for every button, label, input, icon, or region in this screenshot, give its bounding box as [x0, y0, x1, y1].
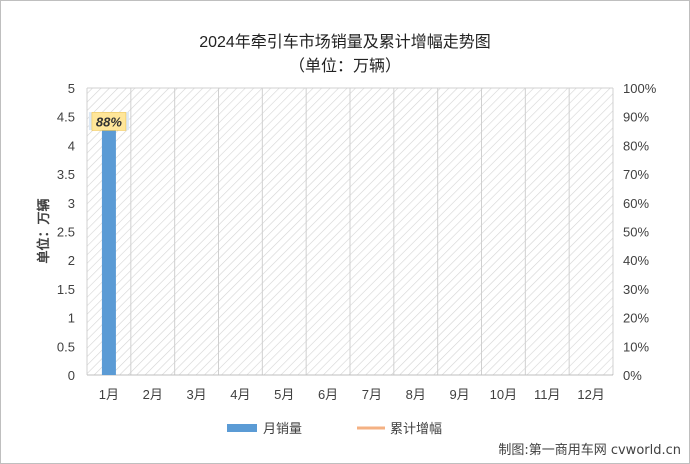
x-tick-label: 6月 [318, 387, 338, 402]
x-axis-ticks: 1月 2月 3月 4月 5月 6月 7月 8月 9月 10月 11月 12月 [99, 387, 605, 402]
x-tick-label: 9月 [449, 387, 469, 402]
y2-tick-label: 70% [623, 167, 649, 182]
y2-tick-label: 10% [623, 339, 649, 354]
y-tick-label: 5 [68, 81, 75, 96]
x-tick-label: 12月 [577, 387, 604, 402]
x-tick-label: 2月 [143, 387, 163, 402]
y2-tick-label: 50% [623, 225, 649, 240]
legend-label-line: 累计增幅 [390, 422, 442, 437]
x-tick-label: 11月 [534, 387, 561, 402]
x-tick-label: 5月 [274, 387, 294, 402]
bar-1月 [101, 112, 116, 375]
y-tick-label: 4.5 [57, 110, 75, 125]
y2-tick-label: 40% [623, 253, 649, 268]
y-tick-label: 3 [68, 196, 75, 211]
bar-series [101, 112, 116, 375]
y2-tick-label: 0% [623, 368, 642, 383]
y-tick-label: 3.5 [57, 167, 75, 182]
y2-tick-label: 100% [623, 81, 657, 96]
y2-axis-ticks: 0% 10% 20% 30% 40% 50% 60% 70% 80% 90% 100% [623, 81, 657, 383]
legend-label-bar: 月销量 [263, 422, 302, 437]
x-tick-label: 7月 [362, 387, 382, 402]
y2-tick-label: 30% [623, 282, 649, 297]
x-tick-label: 10月 [490, 387, 517, 402]
x-tick-label: 4月 [230, 387, 250, 402]
y2-tick-label: 60% [623, 196, 649, 211]
y-tick-label: 1.5 [57, 282, 75, 297]
line-label-box [91, 112, 127, 131]
legend-swatch-bar [227, 424, 257, 432]
x-tick-label: 3月 [186, 387, 206, 402]
chart-title: 2024年牵引车市场销量及累计增幅走势图 [199, 34, 491, 51]
x-tick-label: 8月 [406, 387, 426, 402]
y2-tick-label: 20% [623, 311, 649, 326]
legend: 月销量 累计增幅 [227, 422, 442, 437]
y-axis-ticks: 0 0.5 1 1.5 2 2.5 3 3.5 4 4.5 5 [57, 81, 75, 383]
y-tick-label: 0.5 [57, 339, 75, 354]
data-labels: 4.5888% [88, 112, 129, 131]
y-axis-label: 单位：万辆 [36, 198, 52, 263]
y-tick-label: 2 [68, 253, 75, 268]
gridlines [86, 87, 614, 376]
y2-tick-label: 80% [623, 138, 649, 153]
y2-tick-label: 90% [623, 110, 649, 125]
line-data-label: 88% [96, 114, 122, 129]
credit-text: 制图:第一商用车网 cvworld.cn [498, 443, 681, 458]
y-tick-label: 2.5 [57, 225, 75, 240]
y-tick-label: 1 [68, 311, 75, 326]
y-tick-label: 4 [68, 138, 75, 153]
y-tick-label: 0 [68, 368, 75, 383]
x-tick-label: 1月 [99, 387, 119, 402]
chart-subtitle: （单位：万辆） [288, 58, 401, 75]
